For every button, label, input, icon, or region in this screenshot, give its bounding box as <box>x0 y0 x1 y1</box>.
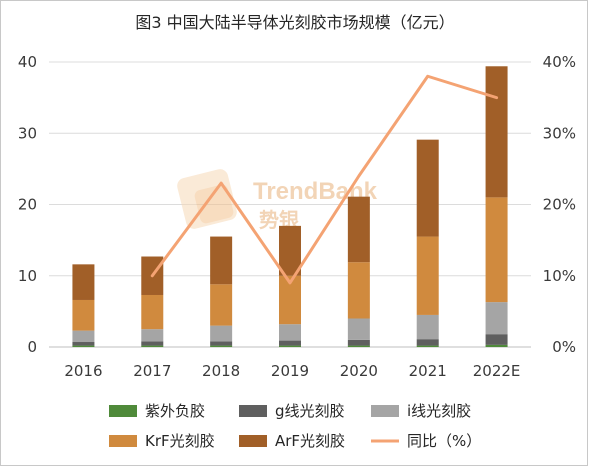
bar-segment <box>416 236 439 315</box>
bar-segment <box>210 345 233 347</box>
gridlines <box>49 61 531 348</box>
legend-label: KrF光刻胶 <box>145 432 215 450</box>
bar-segment <box>347 345 370 347</box>
y-right-tick-label: 30% <box>543 124 576 142</box>
trendbank-watermark-logo: TrendBank 势银 <box>177 169 378 232</box>
bar-segment <box>416 139 439 237</box>
y-right-tick-label: 0% <box>552 338 576 356</box>
bar-segment <box>210 341 233 346</box>
bar-segment <box>141 345 164 347</box>
legend-swatch <box>371 405 399 417</box>
bar-segment <box>485 302 508 335</box>
y-left-tick-label: 30 <box>18 124 37 142</box>
y-right-tick-label: 20% <box>543 196 576 214</box>
y-axis-left: 0 10 20 30 40 <box>18 53 37 356</box>
chart-title: 图3 中国大陆半导体光刻胶市场规模（亿元） <box>135 13 454 32</box>
y-left-tick-label: 10 <box>18 267 37 285</box>
bar-segment <box>279 340 301 346</box>
bar-segment <box>279 324 301 341</box>
bar-segment <box>347 318 370 340</box>
bar-segment <box>416 339 439 346</box>
x-tick-label: 2020 <box>340 362 378 380</box>
legend-swatch <box>109 405 137 417</box>
bar-segment <box>72 345 95 347</box>
bar-segment <box>485 197 508 303</box>
bar-segment <box>347 339 370 346</box>
x-tick-label: 2016 <box>64 362 102 380</box>
y-right-tick-label: 40% <box>543 53 576 71</box>
line-series <box>150 74 499 285</box>
bar-segment <box>485 334 508 345</box>
legend-label: 同比（%） <box>407 432 481 450</box>
bar-segment <box>347 196 370 263</box>
legend-swatch <box>239 435 267 447</box>
yoy-growth-line <box>150 74 499 285</box>
legend-swatch <box>109 435 137 447</box>
y-right-tick-label: 10% <box>543 267 576 285</box>
bar-segment <box>72 342 95 346</box>
x-tick-label: 2017 <box>133 362 171 380</box>
x-tick-label: 2021 <box>409 362 447 380</box>
y-left-tick-label: 40 <box>18 53 37 71</box>
bar-series <box>72 66 508 347</box>
legend-label: ArF光刻胶 <box>275 432 345 450</box>
bar-segment <box>485 66 508 198</box>
bar-segment <box>72 299 95 331</box>
legend-label: i线光刻胶 <box>407 402 471 420</box>
x-axis: 2016 2017 2018 2019 2020 2021 2022E <box>64 362 520 380</box>
bar-segment <box>72 264 95 300</box>
bar-segment <box>210 284 233 326</box>
bar-segment <box>279 275 301 325</box>
legend-label: g线光刻胶 <box>275 402 345 420</box>
bar-segment <box>141 341 164 346</box>
legend-label: 紫外负胶 <box>145 402 205 420</box>
y-left-tick-label: 20 <box>18 196 37 214</box>
bar-segment <box>347 262 370 319</box>
bar-segment <box>279 345 301 347</box>
bar-segment <box>141 294 164 330</box>
bar-segment <box>210 325 233 342</box>
x-tick-label: 2018 <box>202 362 240 380</box>
bar-segment <box>279 225 301 276</box>
x-tick-label: 2022E <box>473 362 521 380</box>
legend: 紫外负胶 g线光刻胶 i线光刻胶 KrF光刻胶 ArF光刻胶 同比（%） <box>109 402 481 450</box>
legend-swatch <box>239 405 267 417</box>
y-axis-right: 0% 10% 20% 30% 40% <box>543 53 576 356</box>
bar-segment <box>72 330 95 343</box>
bar-segment <box>210 236 233 285</box>
bar-segment <box>416 345 439 347</box>
bar-segment <box>416 314 439 340</box>
x-tick-label: 2019 <box>271 362 309 380</box>
y-left-tick-label: 0 <box>27 338 37 356</box>
bar-segment <box>141 329 164 342</box>
bar-segment <box>485 344 508 347</box>
